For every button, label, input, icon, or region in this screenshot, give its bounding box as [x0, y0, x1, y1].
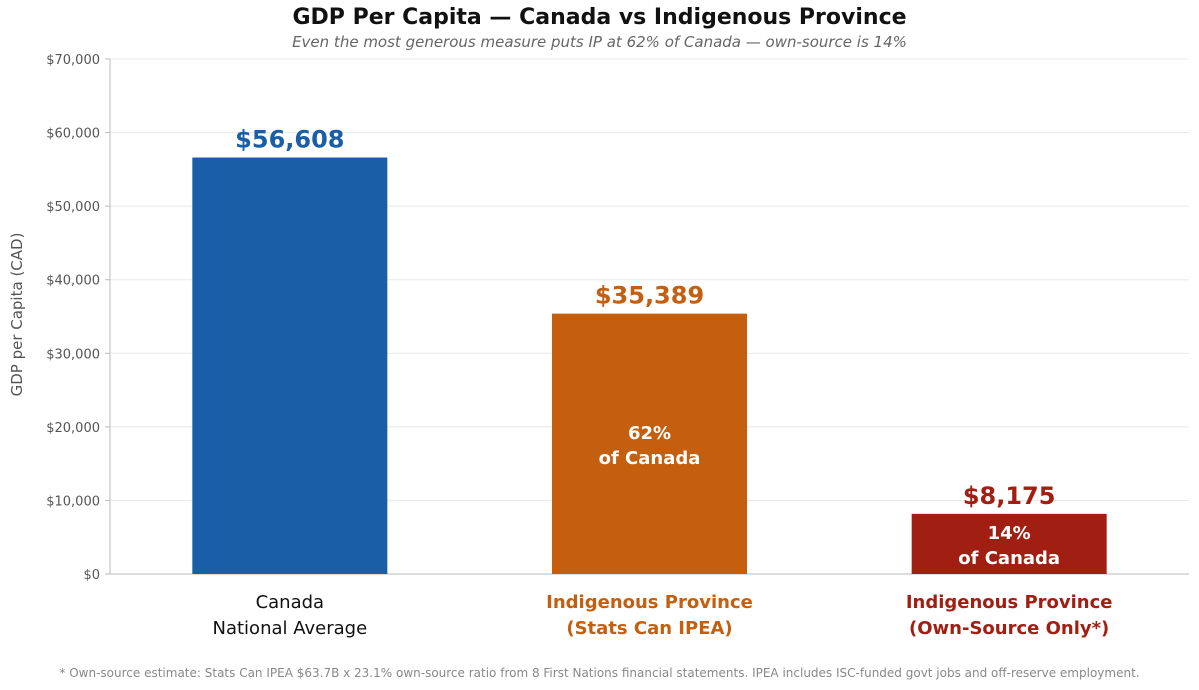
- chart-subtitle: Even the most generous measure puts IP a…: [292, 33, 907, 51]
- y-axis-label: GDP per Capita (CAD): [8, 233, 26, 397]
- y-tick-label: $50,000: [46, 200, 100, 215]
- bar-inner-label: of Canada: [599, 448, 701, 469]
- bar: [911, 513, 1107, 574]
- y-tick-label: $30,000: [46, 347, 100, 362]
- bar-inner-label: 62%: [628, 423, 671, 444]
- x-tick-label: Canada: [256, 592, 325, 613]
- x-tick-label: Indigenous Province: [546, 592, 753, 613]
- x-tick-label: (Stats Can IPEA): [566, 618, 732, 639]
- chart-title: GDP Per Capita — Canada vs Indigenous Pr…: [292, 5, 907, 30]
- footnote: * Own-source estimate: Stats Can IPEA $6…: [59, 666, 1140, 680]
- y-tick-label: $20,000: [46, 421, 100, 436]
- y-tick-label: $60,000: [46, 127, 100, 142]
- y-tick-label: $0: [83, 568, 100, 583]
- bar-value-label: $8,175: [963, 482, 1056, 510]
- bar-inner-label: of Canada: [958, 548, 1060, 569]
- x-tick-label: National Average: [213, 618, 368, 639]
- x-tick-label: Indigenous Province: [906, 592, 1113, 613]
- bar-value-label: $35,389: [595, 282, 704, 310]
- y-tick-label: $10,000: [46, 494, 100, 509]
- bar: [192, 157, 388, 574]
- y-tick-label: $70,000: [46, 53, 100, 68]
- y-tick-label: $40,000: [46, 274, 100, 289]
- bar-inner-label: 14%: [988, 523, 1031, 544]
- bar: [552, 313, 747, 574]
- bar-value-label: $56,608: [235, 126, 344, 154]
- x-tick-label: (Own-Source Only*): [909, 618, 1109, 639]
